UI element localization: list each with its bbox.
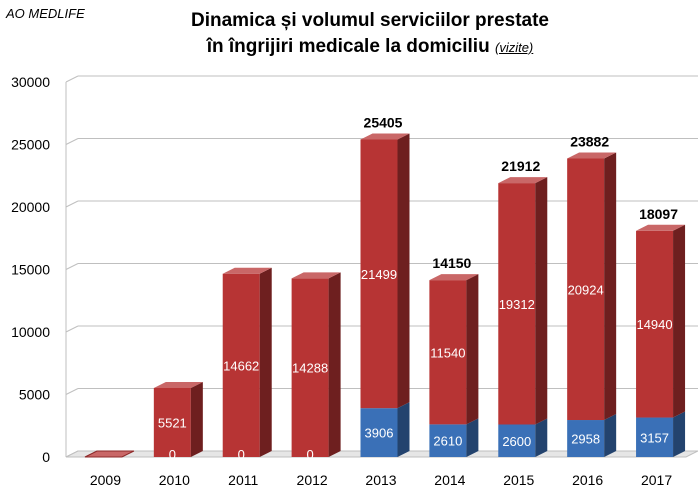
gridline-depth xyxy=(65,138,79,145)
gridline-depth xyxy=(65,263,79,270)
bar-segment-side xyxy=(190,381,203,457)
bar-segment-side xyxy=(604,152,617,421)
segment-value-label: 20924 xyxy=(568,282,604,297)
segment-value-label: 2958 xyxy=(571,432,600,447)
x-tick-label: 2009 xyxy=(90,472,121,488)
segment-value-label: 3157 xyxy=(640,430,669,445)
segment-value-label: 19312 xyxy=(499,297,535,312)
bar-segment-side xyxy=(673,224,686,418)
gridline-depth xyxy=(65,200,79,208)
x-tick-label: 2017 xyxy=(641,472,672,488)
bar-segment-side xyxy=(673,411,686,457)
bar-top xyxy=(567,152,617,159)
x-tick-label: 2016 xyxy=(572,472,603,488)
x-tick-label: 2015 xyxy=(503,472,534,488)
chart-title-line2-text: în îngrijiri medicale la domiciliu xyxy=(206,36,490,57)
bar-top xyxy=(153,381,203,388)
x-tick-label: 2010 xyxy=(159,472,190,488)
bar-segment xyxy=(291,278,329,457)
gridline-depth xyxy=(65,325,79,333)
bar-segment xyxy=(567,158,605,421)
gridline-depth xyxy=(65,75,79,83)
x-tick-label: 2014 xyxy=(434,472,465,488)
segment-value-label: 0 xyxy=(169,447,176,462)
bar-segment-side xyxy=(535,418,548,457)
bar-total-label: 21912 xyxy=(501,158,540,174)
bar-total-label: 14150 xyxy=(432,255,471,271)
bar-segment xyxy=(429,424,467,457)
bar-segment xyxy=(360,139,398,409)
gridline-depth xyxy=(65,388,79,395)
x-tick-label: 2013 xyxy=(365,472,396,488)
segment-value-label: 11540 xyxy=(430,345,465,360)
y-tick-label: 15000 xyxy=(11,262,50,278)
bar-segment xyxy=(498,183,536,425)
bar-total-label: 18097 xyxy=(639,206,678,222)
bar-top xyxy=(429,274,479,281)
bar-segment-side xyxy=(259,267,272,457)
y-tick-label: 30000 xyxy=(11,74,50,90)
x-tick-label: 2012 xyxy=(297,472,328,488)
segment-value-label: 2600 xyxy=(502,434,531,449)
bar-segment xyxy=(636,417,674,457)
bar-segment-side xyxy=(535,177,548,425)
bar-segment-side xyxy=(397,133,410,409)
y-tick-label: 20000 xyxy=(11,199,50,215)
bar-total-label: 25405 xyxy=(364,114,403,130)
bar-segment xyxy=(222,273,260,457)
chart-title-unit: (vizite) xyxy=(494,40,534,55)
bar-top xyxy=(222,267,272,274)
segment-value-label: 14288 xyxy=(292,361,328,376)
x-tick-label: 2011 xyxy=(228,472,258,488)
segment-value-label: 14662 xyxy=(223,358,259,373)
bar-segment-side xyxy=(328,272,341,457)
segment-value-label: 2610 xyxy=(433,434,462,449)
bar-segment-side xyxy=(466,274,479,425)
bar-segment xyxy=(567,420,605,457)
bar-segment xyxy=(429,280,467,425)
chart-title-line2: în îngrijiri medicale la domiciliu (vizi… xyxy=(120,34,620,61)
bar-segment-side xyxy=(604,414,617,457)
bar-segment xyxy=(498,424,536,457)
bar-top xyxy=(636,224,686,231)
segment-value-label: 3906 xyxy=(365,426,394,441)
bar-segment-side xyxy=(397,402,410,457)
bar-top xyxy=(84,450,135,458)
bar-top xyxy=(498,177,548,184)
brand-label: AO MEDLIFE xyxy=(6,6,85,21)
segment-value-label: 0 xyxy=(306,447,313,462)
bar-top xyxy=(291,272,341,279)
y-tick-label: 0 xyxy=(42,449,50,465)
segment-value-label: 21499 xyxy=(361,267,397,282)
segment-value-label: 5521 xyxy=(158,415,187,430)
segment-value-label: 14940 xyxy=(636,317,672,332)
bar-segment-side xyxy=(466,418,479,457)
segment-value-label: 0 xyxy=(238,447,245,462)
bar-top xyxy=(360,133,410,140)
y-tick-label: 25000 xyxy=(11,137,50,153)
y-tick-label: 10000 xyxy=(11,324,50,340)
bar-segment xyxy=(153,387,191,457)
bar-segment xyxy=(636,230,674,418)
chart-title-line1: Dinamica și volumul serviciilor prestate xyxy=(191,10,549,31)
bar-total-label: 23882 xyxy=(570,133,609,149)
bar-segment xyxy=(360,408,398,457)
y-tick-label: 5000 xyxy=(19,387,50,403)
